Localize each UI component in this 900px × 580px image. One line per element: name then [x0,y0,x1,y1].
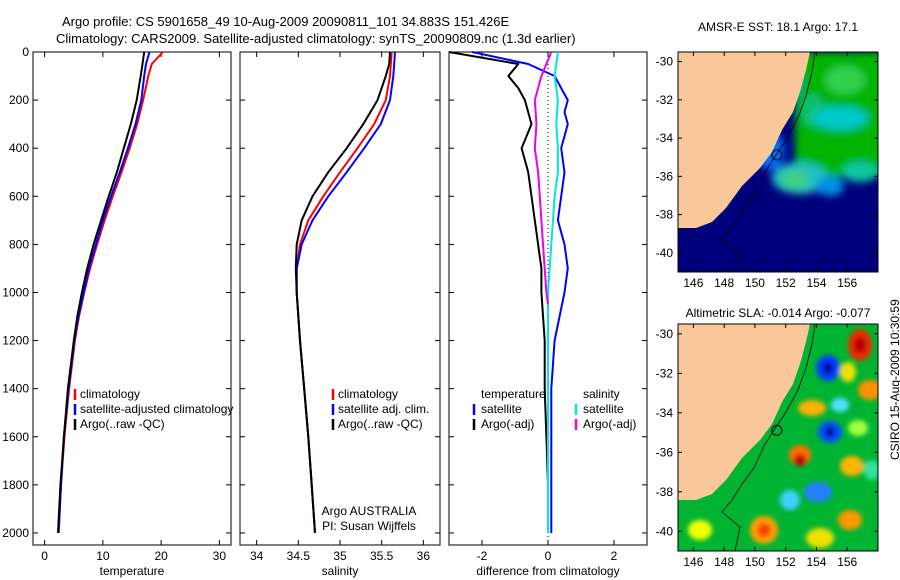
sst-argo-location-marker [771,149,783,161]
sla-land [678,324,810,500]
longitude-tick-label: 156 [837,276,857,290]
latitude-tick-label: -34 [656,131,674,145]
profile-panels: 0 10 20 30temperature0200400600800100012001… [2,45,648,578]
longitude-tick-label: 152 [776,276,796,290]
sst-map: AMSR-E SST: 18.1 Argo: 17.1 146 148 150 152… [656,20,879,290]
x-tick-label: -2 [477,549,488,563]
sla-features [688,329,878,548]
latitude-tick-label: -32 [656,366,674,380]
series-line-argo-raw-qc- [294,51,391,534]
legend-entry: salinity [583,387,620,401]
credit-label: CSIRO 15-Aug-2009 10:30:59 [888,299,900,460]
argo-source-label: Argo AUSTRALIA [322,504,417,518]
salinity-panel: 34 34.5 35 35.5 36 salinity climatologysatelli… [239,51,441,578]
legend-entry: climatology [338,387,398,401]
depth-tick-label: 800 [9,237,29,251]
argo-pi-label: PI: Susan Wijffels [322,519,416,533]
latitude-tick-label: -36 [656,445,674,459]
figure-title-line2: Climatology: CARS2009. Satellite-adjuste… [56,31,576,46]
longitude-tick-label: 156 [837,555,857,569]
sla-field [678,324,878,551]
longitude-tick-label: 150 [745,555,765,569]
longitude-tick-label: 148 [714,555,734,569]
legend-entry: satellite [583,402,624,416]
sst-isobath [721,227,741,272]
series-line-salinity-argo-adj- [533,51,553,305]
latitude-tick-label: -36 [656,169,674,183]
legend-entry: Argo(-adj) [481,417,534,431]
depth-tick-label: 1200 [2,334,29,348]
series-line-temperature-argo-adj- [448,51,549,533]
x-tick-label: 20 [154,549,168,563]
latitude-tick-label: -38 [656,208,674,222]
latitude-tick-label: -30 [656,327,674,341]
sla-map: Altimetric SLA: -0.014 Argo: -0.077 [656,306,879,569]
sla-map-frame [677,323,879,552]
depth-tick-label: 2000 [2,526,29,540]
legend-entry: satellite adj. clim. [338,402,429,416]
legend-entry: temperature [481,387,546,401]
sst-map-frame [677,51,879,273]
x-tick-label: 0 [41,549,48,563]
depth-tick-label: 1800 [2,478,29,492]
latitude-tick-label: -40 [656,246,674,260]
longitude-tick-label: 154 [806,555,826,569]
latitude-tick-label: -32 [656,93,674,107]
x-tick-label: 30 [213,549,227,563]
legend-entry: climatology [80,387,140,401]
legend-entry: satellite [481,402,522,416]
salinity-axis-label: salinity [322,564,359,578]
sst-map-ticks: 146 148 150 152 154 156 -30 -32 -34 -36 -38 -40 [656,52,878,290]
sla-map-ticks: 146 148 150 152 154 156 -30 -32 -34 -36 -38 -40 [656,324,878,569]
depth-tick-label: 1400 [2,382,29,396]
x-tick-label: 35 [333,549,347,563]
sla-isobath [721,324,816,551]
legend-entry: Argo(-adj) [583,417,636,431]
legend-entry: satellite-adjusted climatology [80,402,233,416]
sst-map-title: AMSR-E SST: 18.1 Argo: 17.1 [698,20,858,34]
figure-title-line1: Argo profile: CS 5901658_49 10-Aug-2009 … [62,14,510,29]
x-tick-label: 34 [250,549,264,563]
temperature-panel: 0 10 20 30 temperature 0 200 400 600 800 1000 1200 1… [2,45,233,578]
latitude-tick-label: -40 [656,524,674,538]
depth-tick-label: 0 [22,45,29,59]
x-tick-label: 36 [417,549,431,563]
temperature-axis-label: temperature [100,564,165,578]
latitude-tick-label: -38 [656,485,674,499]
salinity-plot-frame [239,51,441,546]
longitude-tick-label: 146 [683,276,703,290]
latitude-tick-label: -34 [656,406,674,420]
latitude-tick-label: -30 [656,55,674,69]
sst-land [678,52,810,228]
legend-entry: Argo(..raw -QC) [338,417,423,431]
depth-tick-label: 1000 [2,285,29,299]
depth-tick-label: 600 [9,189,29,203]
x-tick-label: 0 [545,549,552,563]
depth-tick-label: 1600 [2,430,29,444]
series-line-salinity-satellite [547,51,559,533]
x-tick-label: 2 [611,549,618,563]
series-line-temperature-satellite [471,51,569,533]
longitude-tick-label: 146 [683,555,703,569]
longitude-tick-label: 152 [776,555,796,569]
longitude-tick-label: 154 [806,276,826,290]
depth-tick-label: 200 [9,93,29,107]
x-tick-label: 35.5 [370,549,394,563]
longitude-tick-label: 148 [714,276,734,290]
x-tick-label: 34.5 [287,549,311,563]
legend-entry: Argo(..raw -QC) [80,417,165,431]
depth-tick-label: 400 [9,141,29,155]
series-line-argo-raw-qc- [57,51,146,534]
sla-map-title: Altimetric SLA: -0.014 Argo: -0.077 [686,306,871,320]
x-tick-label: 10 [96,549,110,563]
sst-field [678,52,878,272]
sla-argo-location-marker [771,424,783,436]
longitude-tick-label: 150 [745,276,765,290]
difference-axis-label: difference from climatology [476,564,619,578]
sst-isobath-shelf [731,52,816,229]
